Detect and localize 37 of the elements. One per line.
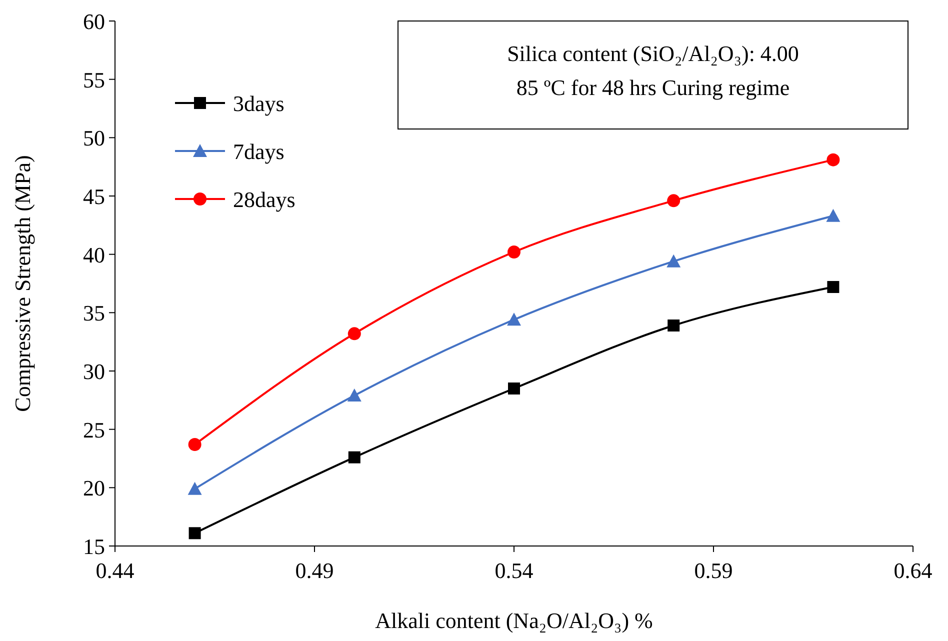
point [188,438,202,451]
point [188,482,202,495]
legend-label: 28days [233,187,296,212]
y-tick-label: 35 [83,300,105,326]
point [826,153,840,166]
legend-label: 3days [233,91,284,116]
point [668,320,680,332]
point [188,527,201,540]
point [348,327,361,340]
x-tick-label: 0.44 [96,558,134,583]
y-tick-label: 40 [83,242,105,268]
y-tick-label: 30 [83,359,105,384]
x-tick-label: 0.64 [894,558,932,583]
point [347,388,362,402]
legend-label: 7days [233,139,284,164]
y-tick-label: 15 [83,534,105,559]
point [666,254,681,268]
x-axis-title: Alkali content (Na₂O/Al₂O₃) % [375,608,653,633]
x-tick-label: 0.54 [494,558,534,583]
point [826,208,840,222]
y-axis-title: Compressive Strength (MPa) [10,155,35,412]
y-tick-label: 25 [83,417,105,442]
x-tick-label: 0.49 [295,558,334,583]
point [508,246,520,258]
y-tick-label: 20 [83,476,105,501]
x-tick-label: 0.59 [694,558,733,583]
annotation: Silica content (SiO₂/Al₂O₃): 4.00 [507,41,799,66]
point [507,312,521,326]
y-tick-label: 55 [83,67,105,92]
point [508,382,520,394]
y-tick-label: 50 [83,126,105,151]
point [827,281,840,293]
point [348,451,360,464]
annotation: 85 ºC for 48 hrs Curing regime [516,75,790,100]
y-tick-label: 60 [83,9,105,34]
point [667,194,680,208]
y-tick-label: 45 [83,184,105,209]
